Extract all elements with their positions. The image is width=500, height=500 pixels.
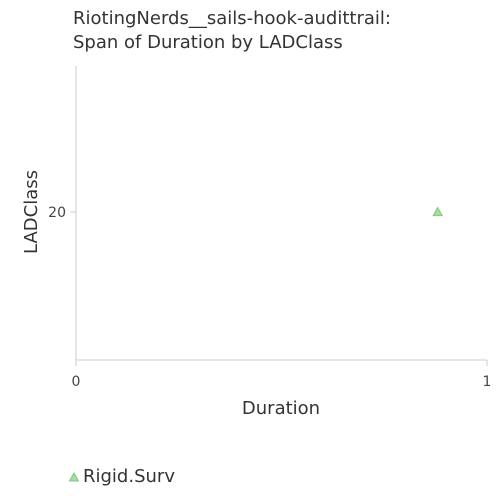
x-tick-label-1: 1 (483, 374, 492, 390)
chart-title: RiotingNerds__sails-hook-audittrail: Spa… (73, 7, 391, 55)
legend: Rigid.Surv (68, 466, 175, 487)
y-tick-label-20: 20 (48, 205, 66, 221)
legend-marker-triangle-icon (68, 471, 80, 481)
y-axis-label: LADClass (21, 170, 42, 254)
legend-label: Rigid.Surv (83, 466, 175, 487)
chart-title-line-2: Span of Duration by LADClass (73, 32, 343, 53)
data-marks (432, 206, 444, 217)
x-axis-label: Duration (242, 398, 320, 419)
x-tick-label-0: 0 (72, 374, 81, 390)
data-point-0-0 (432, 206, 444, 217)
chart-title-line-1: RiotingNerds__sails-hook-audittrail: (73, 8, 391, 29)
